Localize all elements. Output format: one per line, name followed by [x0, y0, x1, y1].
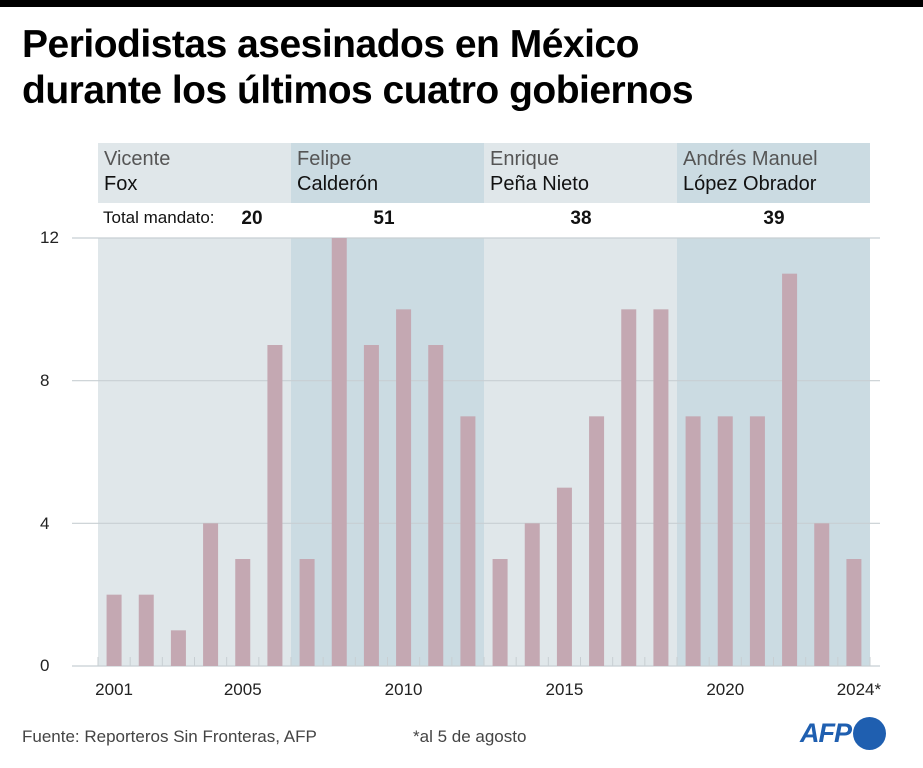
source-note: Fuente: Reporteros Sin Fronteras, AFP: [22, 727, 317, 746]
chart-title: Periodistas asesinados en México durante…: [22, 22, 694, 114]
bar-2022: [782, 273, 798, 666]
y-tick-label: 0: [40, 656, 50, 675]
bar-2023: [814, 523, 830, 666]
government-header-band: [677, 143, 870, 203]
government-band: [484, 238, 677, 666]
government-header-calderon: Felipe Calderón: [291, 143, 484, 203]
government-header-band: [484, 143, 677, 203]
government-header-lopez-obrador: Andrés Manuel López Obrador: [677, 143, 870, 203]
government-band: [677, 238, 870, 666]
bar-2024: [846, 559, 862, 666]
government-band: [98, 238, 291, 666]
government-header-fox: Vicente Fox: [98, 143, 291, 203]
government-first-name: Felipe: [297, 148, 352, 170]
government-first-name: Enrique: [490, 148, 559, 170]
top-rule: [0, 0, 923, 7]
bar-2015: [556, 487, 572, 666]
total-pena-nieto: 38: [570, 208, 592, 229]
government-header-pena-nieto: Enrique Peña Nieto: [484, 143, 677, 203]
bar-2020: [717, 416, 733, 666]
bar-2001: [106, 594, 122, 666]
bar-2013: [492, 559, 508, 666]
bar-2011: [428, 345, 444, 666]
x-tick-label: 2001: [95, 680, 133, 699]
government-band: [291, 238, 484, 666]
government-last-name: Fox: [104, 173, 138, 195]
x-tick-label: 2005: [223, 680, 262, 699]
bar-2021: [749, 416, 765, 666]
title-line-2: durante los últimos cuatro gobiernos: [22, 69, 694, 112]
afp-logo-text: AFP: [800, 717, 852, 748]
bar-2018: [653, 309, 669, 666]
government-header-band: [291, 143, 484, 203]
bar-2010: [396, 309, 412, 666]
government-last-name: Calderón: [297, 173, 379, 195]
x-tick-label: 2024*: [836, 680, 882, 699]
bar-2003: [170, 630, 186, 666]
date-footnote: *al 5 de agosto: [413, 727, 527, 746]
total-fox: 20: [241, 208, 263, 229]
x-tick-label: 2015: [545, 680, 584, 699]
bar-2014: [524, 523, 540, 666]
bar-2008: [331, 238, 347, 666]
government-first-name: Andrés Manuel: [683, 148, 818, 170]
government-last-name: López Obrador: [683, 173, 817, 195]
y-tick-label: 8: [40, 371, 50, 390]
bar-2016: [589, 416, 605, 666]
bar-2009: [363, 345, 379, 666]
y-tick-label: 12: [40, 228, 59, 247]
afp-logo-circle-icon: [853, 716, 886, 750]
afp-logo: AFP: [800, 716, 886, 750]
bar-2006: [267, 345, 283, 666]
total-calderon: 51: [373, 208, 395, 229]
government-first-name: Vicente: [104, 148, 171, 170]
bar-2012: [460, 416, 476, 666]
total-lopez-obrador: 39: [763, 208, 785, 229]
bar-2019: [685, 416, 701, 666]
title-line-1: Periodistas asesinados en México: [22, 23, 639, 66]
bar-2004: [203, 523, 219, 666]
x-tick-label: 2020: [706, 680, 745, 699]
y-tick-label: 4: [40, 514, 50, 533]
government-header-band: [98, 143, 291, 203]
bar-2017: [621, 309, 637, 666]
bar-2002: [138, 594, 154, 666]
total-label: Total mandato:: [103, 208, 215, 227]
bar-2005: [235, 559, 251, 666]
government-last-name: Peña Nieto: [490, 173, 589, 195]
x-tick-label: 2010: [384, 680, 423, 699]
bar-2007: [299, 559, 315, 666]
